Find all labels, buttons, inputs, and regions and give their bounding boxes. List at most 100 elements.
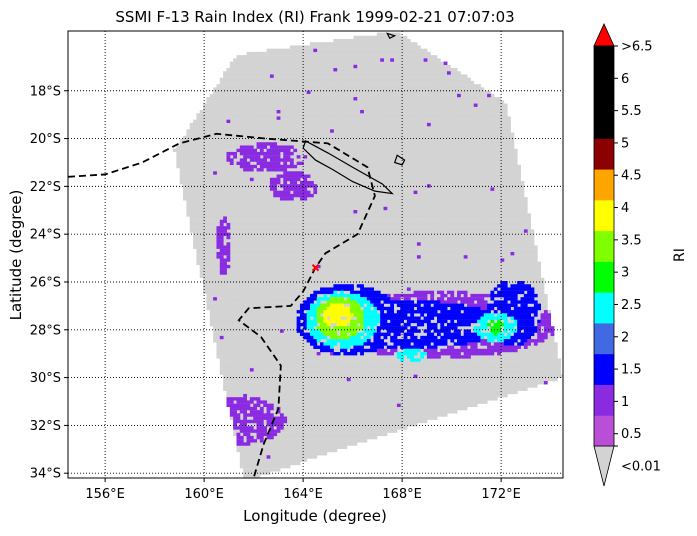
swath-cell bbox=[236, 116, 241, 120]
swath-cell bbox=[206, 216, 211, 220]
swath-cell bbox=[316, 174, 321, 178]
swath-cell bbox=[366, 119, 371, 124]
swath-cell bbox=[390, 155, 395, 159]
swath-cell bbox=[410, 171, 415, 175]
swath-cell bbox=[209, 135, 214, 140]
swath-cell bbox=[493, 126, 498, 130]
swath-cell bbox=[223, 77, 227, 82]
swath-cell bbox=[186, 171, 191, 175]
swath-cell bbox=[390, 161, 395, 166]
swath-cell bbox=[430, 139, 435, 143]
swath-cell bbox=[517, 177, 521, 182]
swath-cell bbox=[463, 97, 468, 101]
swath-cell bbox=[336, 164, 341, 169]
swath-cell bbox=[199, 148, 204, 153]
swath-cell bbox=[256, 113, 261, 117]
swath-cell bbox=[219, 84, 224, 88]
swath-cell bbox=[253, 80, 258, 85]
swath-cell bbox=[390, 151, 395, 156]
swath-cell bbox=[373, 151, 378, 156]
swath-cell bbox=[256, 187, 261, 191]
swath-cell bbox=[376, 42, 381, 46]
swath-cell bbox=[366, 77, 371, 82]
swath-cell bbox=[206, 109, 211, 114]
swath-cell bbox=[413, 80, 418, 85]
swath-cell bbox=[216, 142, 221, 146]
swath-cell bbox=[523, 203, 528, 207]
swath-cell bbox=[316, 93, 321, 98]
swath-cell bbox=[490, 100, 495, 104]
swath-cell bbox=[450, 171, 455, 175]
swath-cell bbox=[293, 132, 298, 136]
swath-cell bbox=[473, 164, 478, 169]
swath-cell bbox=[269, 97, 274, 101]
swath-cell bbox=[330, 109, 334, 114]
swath-cell bbox=[453, 158, 458, 162]
swath-cell bbox=[353, 42, 358, 46]
swath-cell bbox=[373, 119, 378, 124]
swath-cell bbox=[243, 226, 247, 230]
swath-cell bbox=[206, 193, 211, 198]
swath-cell bbox=[503, 145, 508, 149]
swath-cell bbox=[236, 164, 241, 169]
swath-cell bbox=[333, 151, 338, 156]
swath-cell bbox=[373, 126, 378, 130]
swath-cell bbox=[430, 164, 435, 169]
swath-cell bbox=[179, 139, 184, 143]
swath-cell bbox=[326, 103, 331, 107]
swath-cell bbox=[276, 90, 281, 95]
swath-cell bbox=[497, 200, 501, 204]
swath-cell bbox=[273, 84, 278, 88]
swath-cell bbox=[286, 142, 291, 146]
swath-cell bbox=[363, 119, 368, 124]
swath-cell bbox=[263, 100, 268, 104]
swath-cell bbox=[410, 222, 415, 227]
swath-cell bbox=[423, 206, 428, 211]
swath-cell bbox=[443, 213, 448, 217]
swath-cell bbox=[493, 158, 498, 162]
swath-cell bbox=[467, 119, 471, 124]
swath-cell bbox=[346, 219, 351, 224]
swath-cell bbox=[406, 213, 411, 217]
swath-cell bbox=[289, 68, 294, 72]
swath-cell bbox=[423, 197, 428, 201]
swath-cell bbox=[340, 184, 344, 188]
swath-cell bbox=[189, 122, 194, 127]
swath-cell bbox=[243, 84, 247, 88]
swath-cell bbox=[383, 126, 388, 130]
swath-cell bbox=[306, 48, 311, 53]
swath-cell bbox=[313, 210, 318, 214]
swath-cell bbox=[320, 184, 324, 188]
swath-cell bbox=[413, 171, 418, 175]
swath-cell bbox=[350, 93, 354, 98]
swath-cell bbox=[226, 197, 231, 201]
swath-cell bbox=[216, 148, 221, 153]
swath-cell bbox=[196, 200, 201, 204]
swath-cell bbox=[299, 200, 304, 204]
swath-cell bbox=[440, 206, 445, 211]
swath-cell bbox=[470, 116, 475, 120]
swath-cell bbox=[263, 68, 268, 72]
swath-cell bbox=[236, 77, 241, 82]
swath-cell bbox=[273, 139, 278, 143]
swath-cell bbox=[226, 164, 231, 169]
swath-cell bbox=[296, 87, 301, 91]
swath-cell bbox=[487, 213, 491, 217]
swath-cell bbox=[256, 93, 261, 98]
swath-cell bbox=[460, 77, 465, 82]
swath-cell bbox=[283, 216, 288, 220]
swath-cell bbox=[320, 216, 324, 220]
swath-cell bbox=[403, 184, 408, 188]
swath-cell bbox=[507, 226, 511, 230]
swath-cell bbox=[373, 113, 378, 117]
swath-cell bbox=[346, 145, 351, 149]
swath-cell bbox=[390, 122, 395, 127]
swath-cell bbox=[269, 132, 274, 136]
swath-cell bbox=[350, 129, 354, 133]
swath-cell bbox=[450, 219, 455, 224]
swath-cell bbox=[216, 139, 221, 143]
swath-cell bbox=[249, 180, 254, 185]
swath-cell bbox=[400, 187, 405, 191]
swath-cell bbox=[189, 206, 194, 211]
swath-cell bbox=[426, 126, 431, 130]
